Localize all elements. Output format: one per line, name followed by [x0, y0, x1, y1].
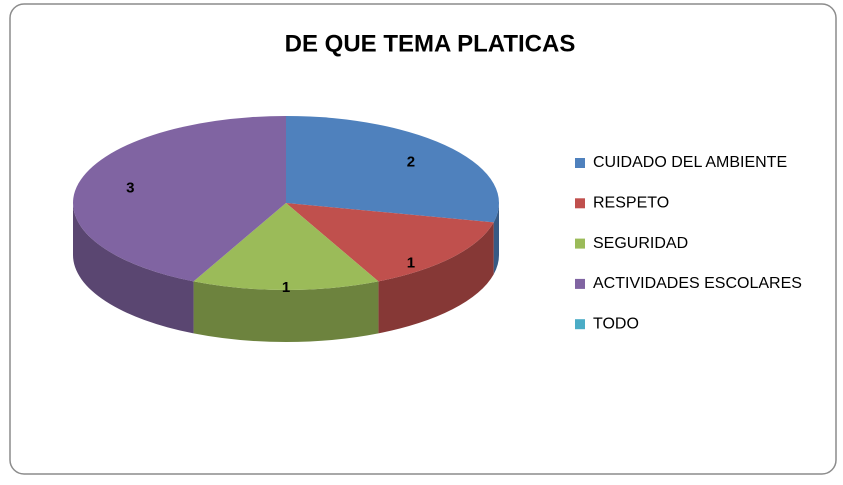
data-label: 1: [407, 255, 415, 272]
pie-side: [193, 281, 379, 342]
legend-label: CUIDADO DEL AMBIENTE: [593, 154, 787, 171]
legend-label: ACTIVIDADES ESCOLARES: [593, 275, 802, 292]
chart-title: DE QUE TEMA PLATICAS: [285, 30, 576, 57]
pie-side: [73, 203, 194, 334]
legend-swatch: [575, 278, 585, 289]
legend-swatch: [575, 158, 585, 168]
data-label: 1: [282, 279, 290, 296]
legend-label: TODO: [593, 315, 639, 332]
pie-side: [493, 203, 499, 275]
legend-swatch: [575, 198, 585, 209]
data-label: 2: [407, 153, 415, 170]
legend-label: RESPETO: [593, 195, 669, 212]
pie-slice: [286, 203, 494, 282]
legend-label: SEGURIDAD: [593, 235, 688, 252]
pie-slice: [73, 116, 287, 282]
legend-swatch: [575, 319, 585, 330]
pie-slice: [193, 203, 379, 290]
pie-side: [378, 222, 494, 334]
legend-swatch: [575, 238, 585, 249]
data-label: 3: [126, 179, 134, 196]
pie-slice: [286, 116, 499, 223]
